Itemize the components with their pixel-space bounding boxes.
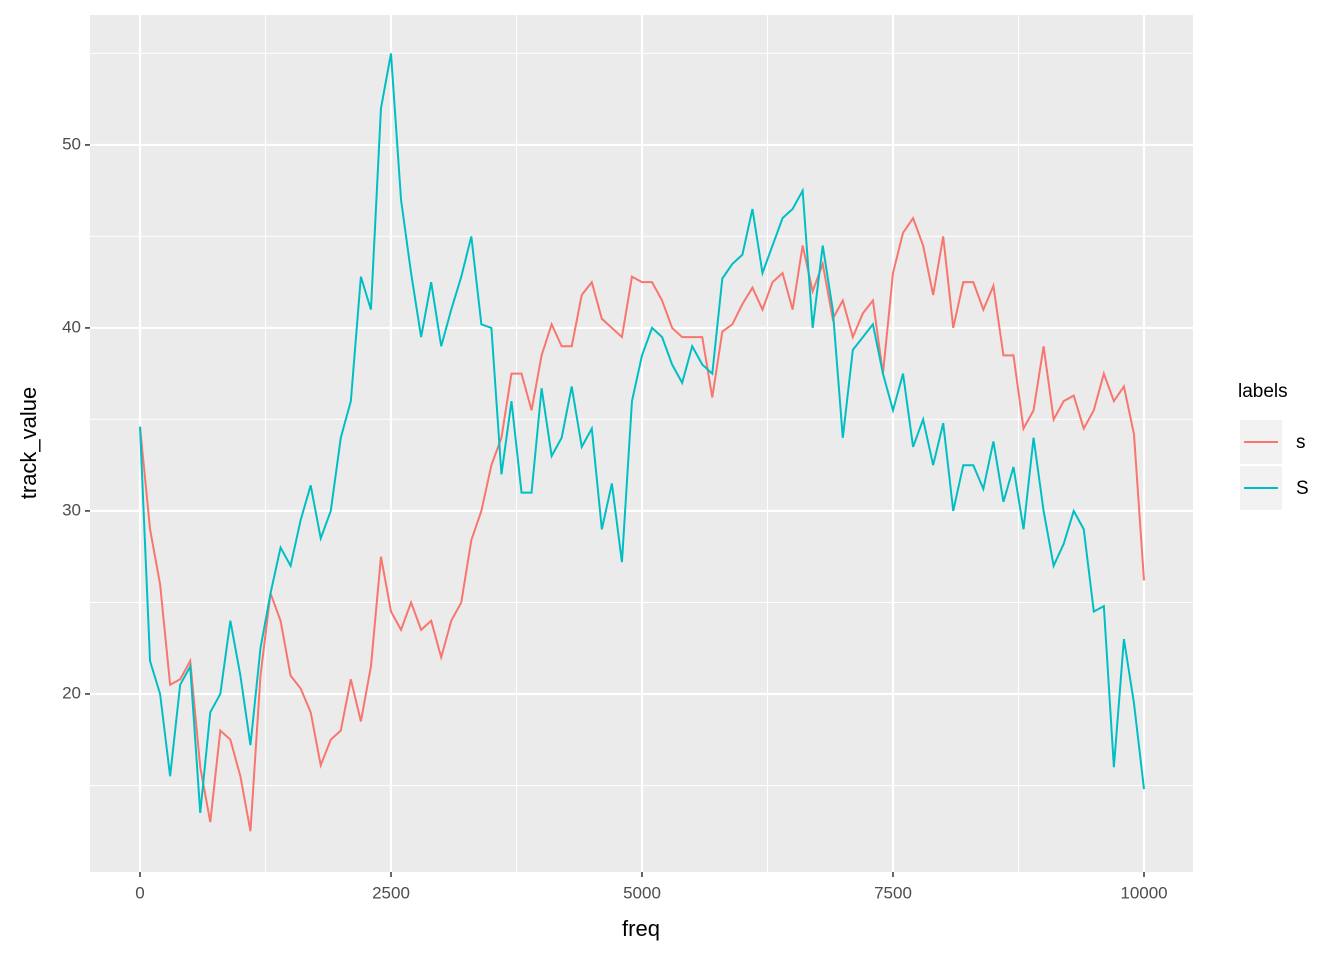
x-tick-label: 2500	[372, 883, 410, 902]
y-tick-label: 20	[62, 683, 81, 702]
line-series	[139, 215, 1145, 832]
x-axis-title: freq	[622, 916, 660, 941]
line-series	[139, 53, 1145, 813]
y-tick-label: 50	[62, 134, 81, 153]
x-tick-label: 7500	[874, 883, 912, 902]
legend-label: s	[1296, 432, 1306, 453]
legend-label: S	[1296, 478, 1309, 499]
legend-title: labels	[1238, 381, 1288, 402]
x-tick-label: 0	[135, 883, 144, 902]
y-axis-title: track_value	[16, 387, 41, 500]
y-tick-label: 40	[62, 317, 81, 336]
x-tick-label: 10000	[1120, 883, 1167, 902]
x-tick-label: 5000	[623, 883, 661, 902]
y-tick-label: 30	[62, 500, 81, 519]
